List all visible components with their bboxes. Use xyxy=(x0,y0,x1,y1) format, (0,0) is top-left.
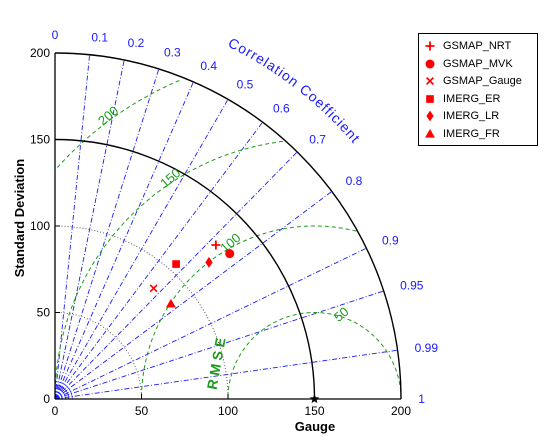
rmse-contour xyxy=(141,225,357,399)
legend-label: GSMAP_MVK xyxy=(443,57,513,70)
correlation-tick-label: 1 xyxy=(418,392,425,406)
correlation-tick-label: 0.3 xyxy=(164,45,181,59)
correlation-tick-label: 0.8 xyxy=(346,174,363,188)
reference-point xyxy=(309,394,320,403)
correlation-ray xyxy=(54,151,298,400)
legend-item: IMERG_LR xyxy=(423,108,499,124)
correlation-tick-label: 0.6 xyxy=(273,101,290,115)
legend-marker xyxy=(426,110,434,122)
triangle-marker-icon xyxy=(425,128,435,138)
y-tick-label: 0 xyxy=(43,392,50,406)
x-axis-title: Gauge xyxy=(295,419,335,434)
data-point-imerg-er xyxy=(172,260,180,268)
legend-item: GSMAP_MVK xyxy=(423,56,513,72)
x-tick-label: 100 xyxy=(218,404,238,418)
y-tick-label: 50 xyxy=(37,306,51,320)
correlation-tick-label: 0.7 xyxy=(309,133,326,147)
legend-label: GSMAP_Gauge xyxy=(443,75,522,87)
x-tick-label: 200 xyxy=(391,404,411,418)
correlation-ray xyxy=(54,59,125,400)
data-point-gsmap-gauge xyxy=(149,284,158,293)
std-tick-labels: 00 50 50 100 100 150 150 200 200 xyxy=(30,46,411,418)
legend-label: IMERG_LR xyxy=(443,110,500,122)
std-inner-arc xyxy=(54,384,70,400)
std-inner-arc xyxy=(54,388,66,400)
correlation-ray xyxy=(54,121,263,400)
y-axis-title: Standard Deviation xyxy=(12,159,27,278)
correlation-tick-label: 0.2 xyxy=(128,36,145,50)
rmse-title: R M S E xyxy=(204,336,229,390)
correlation-tick-label: 0 xyxy=(52,28,59,42)
correlation-ray xyxy=(54,81,194,400)
legend-item: GSMAP_NRT xyxy=(423,38,511,54)
correlation-tick-label: 0.4 xyxy=(200,59,217,73)
correlation-tick-label: 0.99 xyxy=(415,341,439,355)
x-tick-label: 150 xyxy=(304,404,324,418)
y-tick-label: 150 xyxy=(30,133,50,147)
legend-marker xyxy=(425,59,435,68)
legend-marker xyxy=(426,94,434,103)
x-tick-label: 50 xyxy=(135,404,149,418)
y-tick-label: 100 xyxy=(30,219,50,233)
rmse-contour xyxy=(57,80,180,168)
correlation-tick-labels: 0 0.1 0.2 0.3 0.4 0.5 0.6 0.7 0.8 0.9 0.95 0.99 1 xyxy=(52,28,439,406)
std-arc-150 xyxy=(54,138,316,400)
legend-label: IMERG_FR xyxy=(443,127,500,140)
correlation-tick-label: 0.1 xyxy=(91,31,108,45)
legend-item: IMERG_FR xyxy=(423,126,500,142)
correlation-ray xyxy=(54,99,229,400)
data-point-imerg-lr xyxy=(205,256,213,268)
correlation-tick-label: 0.5 xyxy=(237,77,254,91)
legend-marker xyxy=(425,41,435,51)
legend-item: IMERG_ER xyxy=(423,91,500,107)
rmse-contour-label: 150 xyxy=(157,165,183,190)
x-marker-icon xyxy=(426,77,434,85)
data-point-gsmap-nrt xyxy=(211,240,221,250)
std-arc-50 xyxy=(54,312,142,400)
std-inner-arc xyxy=(54,381,73,400)
x-tick-label: 0 xyxy=(52,404,59,418)
correlation-tick-label: 0.9 xyxy=(382,234,399,248)
legend-label: IMERG_ER xyxy=(443,92,501,105)
legend-marker xyxy=(425,128,435,138)
diamond-marker-icon xyxy=(426,110,434,122)
legend-item: GSMAP_Gauge xyxy=(423,73,522,89)
y-tick-label: 200 xyxy=(30,46,50,60)
rmse-contour-label: 200 xyxy=(95,103,121,128)
axes xyxy=(54,52,402,400)
std-arc-100 xyxy=(54,225,229,400)
data-point-gsmap-mvk xyxy=(225,249,235,259)
rmse-contour xyxy=(227,312,402,399)
legend: GSMAP_NRT GSMAP_MVK GSMAP_Gauge IMERG_ER IME… xyxy=(418,33,538,146)
data-points xyxy=(149,240,320,403)
circle-marker-icon xyxy=(425,59,435,68)
correlation-tick-label: 0.95 xyxy=(400,279,424,293)
std-arcs xyxy=(54,52,402,400)
legend-label: GSMAP_NRT xyxy=(443,40,512,52)
correlation-ray xyxy=(54,68,160,400)
legend-marker xyxy=(426,77,434,85)
std-arc-200 xyxy=(54,52,402,400)
plus-marker-icon xyxy=(425,41,435,51)
data-point-imerg-fr xyxy=(165,298,176,308)
square-marker-icon xyxy=(426,94,434,103)
correlation-ray xyxy=(54,54,91,400)
